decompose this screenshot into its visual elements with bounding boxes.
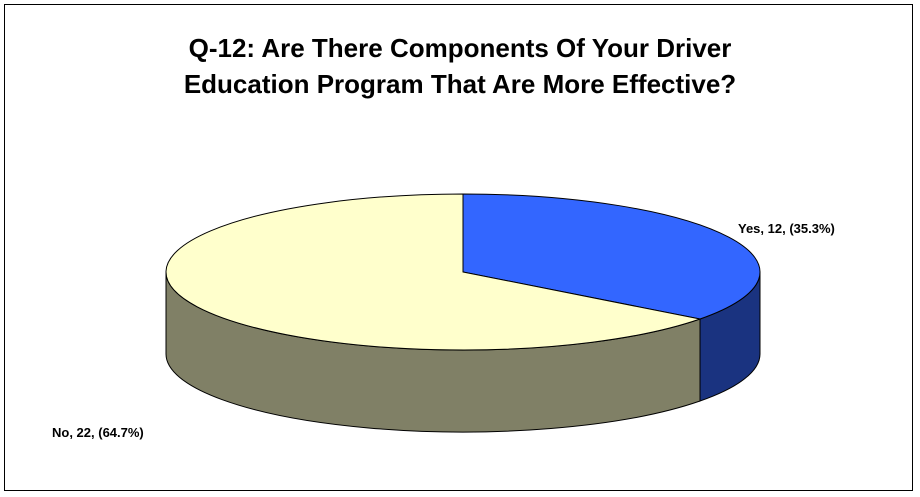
- chart-title-line-1: Q-12: Are There Components Of Your Drive…: [188, 33, 732, 63]
- pie-slice-yes: [462, 193, 761, 320]
- chart-title-line-2: Education Program That Are More Effectiv…: [183, 69, 737, 99]
- pie-slice-no: [165, 193, 702, 351]
- data-label-no: No, 22, (64.7%): [52, 425, 144, 440]
- data-label-yes: Yes, 12, (35.3%): [738, 221, 835, 236]
- chart-title: Q-12: Are There Components Of Your Drive…: [0, 30, 920, 102]
